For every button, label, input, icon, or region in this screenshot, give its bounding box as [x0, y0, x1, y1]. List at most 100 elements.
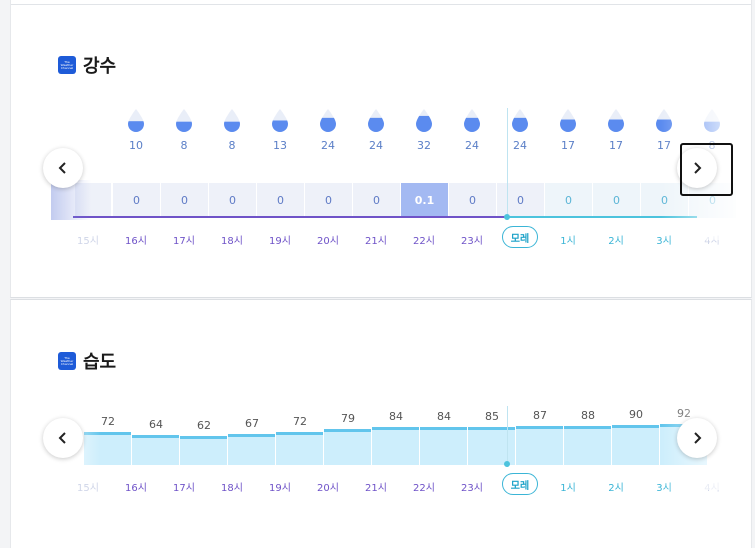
rain-chance-value: 24	[321, 139, 335, 152]
hour-label: 4시	[704, 483, 720, 494]
raindrop-icon	[512, 109, 528, 132]
raindrop-icon	[416, 109, 432, 132]
day-marker	[504, 461, 510, 467]
timeline-line-tomorrow	[507, 216, 697, 218]
humidity-value: 84	[437, 410, 451, 424]
rain-chance-value: 17	[561, 139, 575, 152]
timeline-line-today	[73, 216, 507, 218]
rain-prev-button[interactable]	[43, 148, 83, 188]
humidity-bar	[276, 432, 323, 465]
rain-amount-cell: 0	[593, 183, 640, 218]
rain-amount-cell: 0	[545, 183, 592, 218]
rain-chance-item: 13	[256, 108, 304, 152]
divider	[11, 0, 751, 5]
humidity-value: 62	[197, 419, 211, 433]
rain-chance-value: 17	[609, 139, 623, 152]
humidity-bar	[420, 427, 467, 465]
raindrop-icon	[560, 109, 576, 132]
hour-label: 3시	[656, 236, 672, 247]
rain-amount-cell: 0	[257, 183, 304, 218]
hour-label: 17시	[173, 483, 195, 494]
hour-label: 1시	[560, 483, 576, 494]
humidity-value: 79	[341, 412, 355, 426]
hour-label: 20시	[317, 483, 339, 494]
humidity-value: 87	[533, 409, 547, 423]
rain-amount-cell: 0.1	[401, 183, 448, 218]
rain-chance-value: 8	[180, 139, 188, 152]
raindrop-icon	[128, 109, 144, 132]
humidity-value: 90	[629, 408, 643, 421]
rain-amount-cell: 0	[113, 183, 160, 218]
hour-label: 18시	[221, 483, 243, 494]
weather-channel-logo: The Weather Channel	[58, 352, 76, 370]
hour-label: 16시	[125, 483, 147, 494]
humidity-bar	[516, 426, 563, 465]
raindrop-icon	[656, 109, 672, 132]
chevron-left-icon	[58, 162, 66, 174]
rain-chance-value: 13	[273, 139, 287, 152]
hour-label: 2시	[608, 483, 624, 494]
raindrop-icon	[272, 109, 288, 132]
rain-amount-cell: 0	[353, 183, 400, 218]
hour-label: 22시	[413, 483, 435, 494]
rain-chance-value: 24	[465, 139, 479, 152]
rain-chance-item: 24	[496, 108, 544, 152]
precipitation-card: The Weather Channel 강수 10 8 8 13 24 24 32 24 24 1…	[10, 0, 752, 298]
rain-chance-item: 24	[352, 108, 400, 152]
rain-chance-value: 32	[417, 139, 431, 152]
rain-chance-item: 24	[304, 108, 352, 152]
weather-channel-logo: The Weather Channel	[58, 56, 76, 74]
humidity-bar	[180, 436, 227, 465]
day-divider	[507, 406, 508, 466]
chevron-left-icon	[58, 432, 66, 444]
humidity-bar	[324, 429, 371, 465]
hour-label: 15시	[77, 236, 99, 247]
hour-label: 20시	[317, 236, 339, 247]
humidity-bar	[228, 434, 275, 465]
humidity-prev-button[interactable]	[43, 418, 83, 458]
section-title: 습도	[83, 352, 117, 373]
rain-amount-cell: 0	[497, 183, 544, 218]
hour-label: 16시	[125, 236, 147, 247]
humidity-value: 84	[389, 410, 403, 424]
hour-label: 4시	[704, 236, 720, 247]
humidity-value: 64	[149, 418, 163, 432]
rain-chance-item: 17	[544, 108, 592, 152]
raindrop-icon	[176, 109, 192, 132]
hour-label: 18시	[221, 236, 243, 247]
humidity-card: The Weather Channel 습도 72 64 62 67 72 79 84 84 8…	[10, 299, 752, 548]
rain-chance-item: 32	[400, 108, 448, 152]
humidity-value: 72	[101, 415, 115, 429]
chevron-right-icon	[694, 432, 702, 444]
section-title: 강수	[83, 56, 117, 77]
rain-amount-cell: 0	[209, 183, 256, 218]
humidity-value: 72	[293, 415, 307, 429]
rain-amount-cell-partial	[75, 183, 111, 218]
humidity-value: 88	[581, 408, 595, 422]
humidity-bar	[564, 425, 611, 465]
humidity-next-button[interactable]	[677, 418, 717, 458]
hour-label: 23시	[461, 483, 483, 494]
hour-label: 23시	[461, 236, 483, 247]
raindrop-icon	[320, 109, 336, 132]
rain-chance-item: 24	[448, 108, 496, 152]
raindrop-icon	[368, 109, 384, 132]
hour-label: 21시	[365, 236, 387, 247]
raindrop-icon	[704, 109, 720, 132]
hour-label: 19시	[269, 236, 291, 247]
raindrop-icon	[224, 109, 240, 132]
focus-outline	[680, 143, 733, 196]
hour-label: 15시	[77, 483, 99, 494]
rain-chance-item: 8	[208, 108, 256, 152]
raindrop-icon	[608, 109, 624, 132]
hour-label: 2시	[608, 236, 624, 247]
humidity-bar	[612, 425, 659, 465]
humidity-bar	[132, 435, 179, 465]
hour-label: 19시	[269, 483, 291, 494]
day-after-tomorrow-badge: 모레	[502, 473, 538, 495]
raindrop-icon	[464, 109, 480, 132]
rain-chance-value: 8	[228, 139, 236, 152]
humidity-value: 85	[485, 410, 499, 423]
humidity-bar	[84, 432, 131, 465]
rain-amount-cell: 0	[161, 183, 208, 218]
